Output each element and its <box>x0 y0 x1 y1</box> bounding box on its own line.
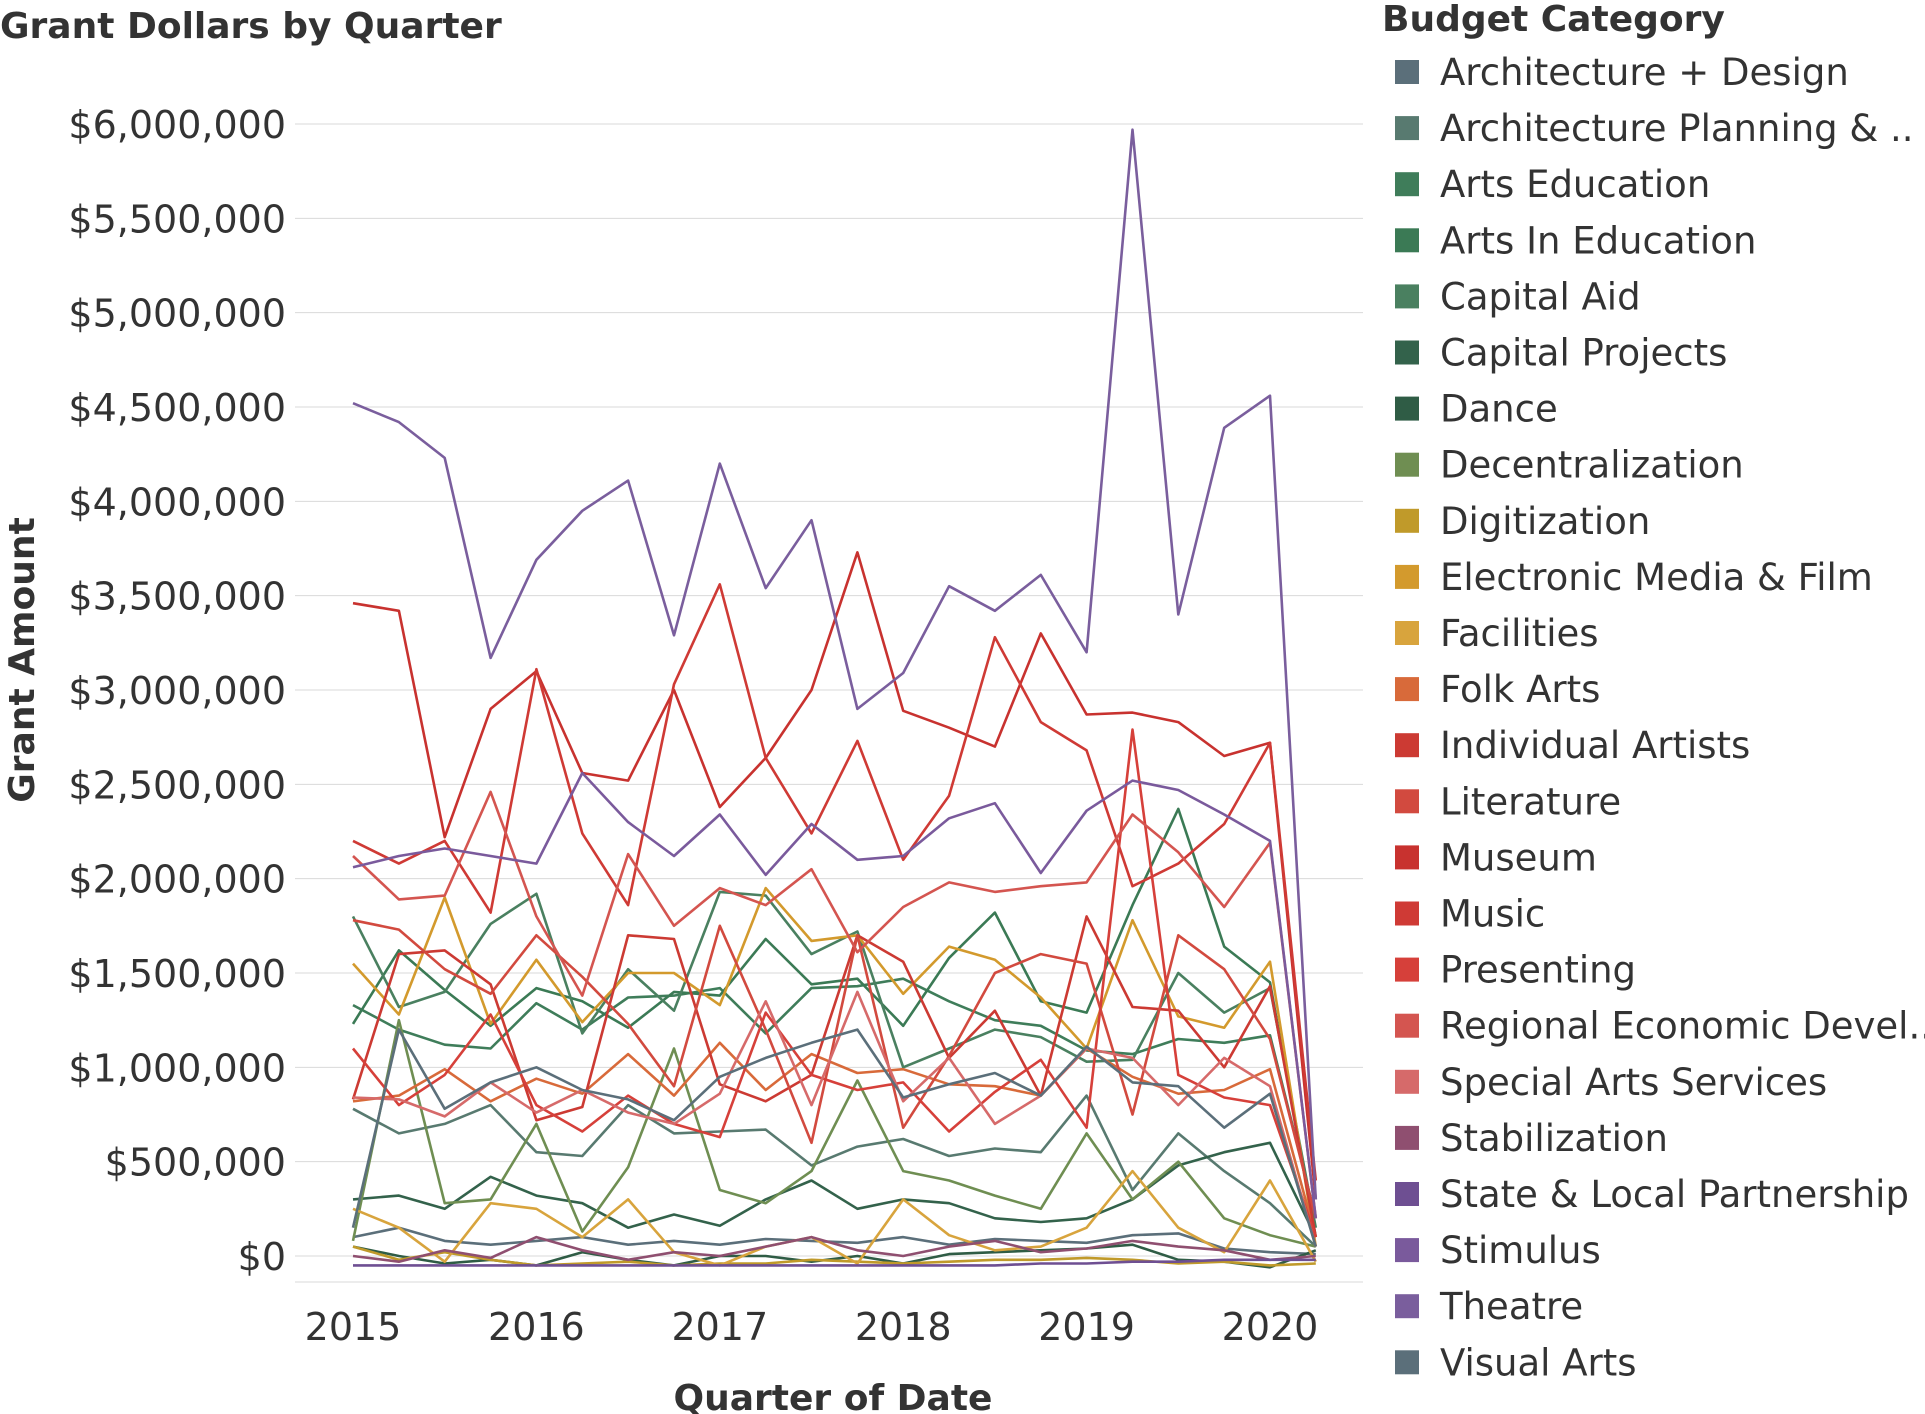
y-tick-label: $0 <box>238 1235 286 1279</box>
y-tick-label: $2,000,000 <box>68 858 286 902</box>
x-tick-label: 2020 <box>1222 1305 1319 1349</box>
y-tick-label: $4,500,000 <box>68 386 286 430</box>
y-tick-label: $1,500,000 <box>68 952 286 996</box>
legend-label: Arts Education <box>1440 163 1710 206</box>
legend-swatch <box>1395 957 1419 982</box>
x-tick-label: 2015 <box>305 1305 402 1349</box>
legend-label: Literature <box>1440 780 1621 823</box>
series-line <box>351 1028 1318 1247</box>
series-line <box>352 1169 1317 1267</box>
y-tick-label: $4,000,000 <box>68 480 286 524</box>
legend-label: Folk Arts <box>1440 668 1600 711</box>
legend-swatch <box>1395 1125 1419 1150</box>
plot-area <box>351 128 1318 1269</box>
x-tick-label: 2017 <box>671 1305 768 1349</box>
series-line <box>353 1258 1316 1267</box>
legend-label: Stimulus <box>1440 1229 1601 1272</box>
legend-label: Decentralization <box>1440 444 1744 487</box>
series-line <box>351 728 1318 1238</box>
legend-swatch <box>1395 228 1419 253</box>
legend-label: Facilities <box>1440 612 1599 655</box>
legend-swatch <box>1395 340 1419 365</box>
series-line <box>352 1094 1317 1248</box>
series-line <box>352 771 1318 1219</box>
legend-swatch <box>1395 901 1419 926</box>
legend-label: State & Local Partnership <box>1440 1173 1909 1216</box>
series-line <box>351 890 1318 1228</box>
chart-title: Grant Dollars by Quarter <box>0 6 502 47</box>
legend-swatch <box>1395 172 1419 197</box>
y-axis-title: Grant Amount <box>2 517 43 803</box>
series-line <box>351 915 1318 1238</box>
y-tick-label: $3,000,000 <box>68 669 286 713</box>
legend-label: Individual Artists <box>1440 724 1750 767</box>
legend-swatch <box>1395 1182 1419 1206</box>
legend-label: Theatre <box>1439 1285 1583 1328</box>
series-line <box>352 550 1318 1200</box>
legend: Budget Category Architecture + Design Arc… <box>1382 0 1925 1384</box>
legend-swatch <box>1395 60 1419 84</box>
legend-label: Arts In Education <box>1440 219 1756 262</box>
x-tick-label: 2016 <box>488 1305 585 1349</box>
legend-swatch <box>1395 733 1419 758</box>
y-tick-label: $3,500,000 <box>68 575 286 619</box>
legend-swatch <box>1395 116 1419 141</box>
legend-label: Architecture Planning & .. <box>1440 107 1914 150</box>
legend-label: Electronic Media & Film <box>1440 556 1873 599</box>
grid <box>295 123 1363 1283</box>
series-line <box>352 1226 1316 1256</box>
series-line <box>352 582 1318 1181</box>
y-tick-label: $2,500,000 <box>68 763 286 807</box>
legend-label: Special Arts Services <box>1440 1061 1827 1104</box>
legend-label: Presenting <box>1440 949 1636 992</box>
legend-label: Architecture + Design <box>1440 51 1849 94</box>
legend-swatch <box>1395 396 1419 421</box>
y-tick-label: $6,000,000 <box>68 103 286 147</box>
legend-swatch <box>1395 1294 1419 1319</box>
legend-swatch <box>1395 1013 1419 1038</box>
y-tick-label: $5,000,000 <box>68 292 286 336</box>
legend-swatch <box>1395 1238 1419 1263</box>
x-tick-label: 2018 <box>855 1305 952 1349</box>
legend-swatch <box>1395 452 1419 477</box>
legend-label: Stabilization <box>1440 1117 1668 1160</box>
legend-label: Music <box>1440 893 1545 936</box>
legend-swatch <box>1395 621 1419 645</box>
x-axis-title: Quarter of Date <box>674 1378 993 1414</box>
series-line <box>351 1018 1317 1248</box>
legend-swatch <box>1395 845 1419 870</box>
series-line <box>352 990 1318 1247</box>
legend-swatch <box>1395 564 1419 589</box>
series-line <box>352 886 1318 1247</box>
x-tick-label: 2019 <box>1038 1305 1135 1349</box>
y-tick-label: $500,000 <box>105 1141 286 1185</box>
legend-swatch <box>1395 677 1419 702</box>
legend-swatch <box>1395 1069 1419 1094</box>
y-tick-label: $1,000,000 <box>68 1046 286 1090</box>
legend-label: Regional Economic Devel.. <box>1440 1005 1925 1048</box>
series-line <box>352 977 1318 1219</box>
series-line <box>351 807 1318 1238</box>
series-line <box>352 128 1318 1200</box>
legend-label: Capital Aid <box>1440 275 1641 318</box>
legend-swatch <box>1395 1350 1419 1375</box>
legend-title: Budget Category <box>1382 0 1725 40</box>
y-tick-label: $5,500,000 <box>68 197 286 241</box>
legend-swatch <box>1395 508 1419 533</box>
legend-label: Capital Projects <box>1440 332 1727 375</box>
series-line <box>352 1141 1317 1238</box>
legend-label: Museum <box>1440 836 1597 879</box>
legend-label: Visual Arts <box>1440 1341 1637 1384</box>
legend-label: Digitization <box>1440 500 1650 543</box>
legend-swatch <box>1395 284 1419 309</box>
x-axis: 2015 2016 2017 2018 2019 2020 <box>305 1305 1319 1349</box>
legend-swatch <box>1395 789 1419 814</box>
series-line <box>352 1235 1316 1263</box>
legend-label: Dance <box>1440 388 1558 431</box>
series-line <box>352 790 1318 1219</box>
series-line <box>352 918 1318 1219</box>
y-axis: $0 $500,000 $1,000,000 $1,500,000 $2,000,000… <box>68 103 286 1279</box>
